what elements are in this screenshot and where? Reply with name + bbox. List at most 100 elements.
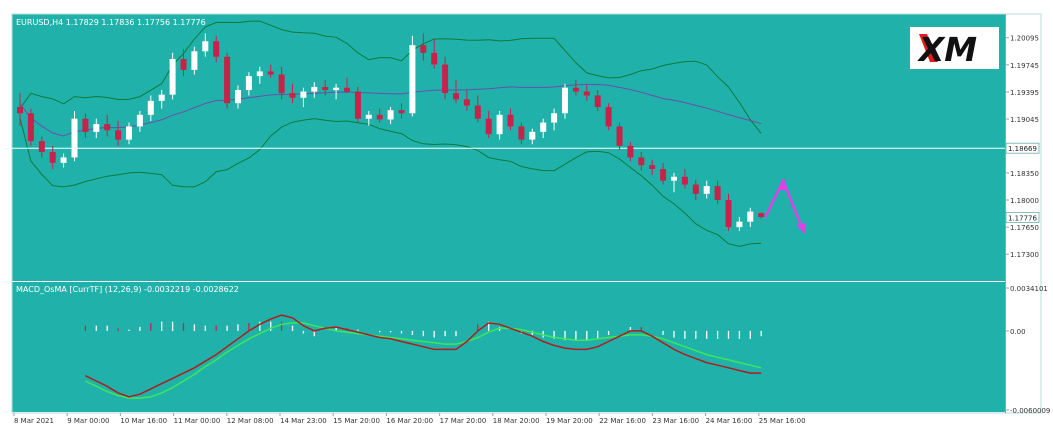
candle bbox=[365, 110, 372, 126]
candle bbox=[256, 66, 263, 84]
price-pane[interactable] bbox=[12, 14, 1005, 281]
candle-body bbox=[758, 213, 765, 218]
candle-body bbox=[736, 221, 743, 228]
forecast-arrow bbox=[764, 177, 806, 234]
price-highlight-label: 1.18669 bbox=[1008, 145, 1037, 153]
indicator-axis-labels: 0.0034101 0.00 -0.0060009 bbox=[1005, 285, 1050, 415]
candle bbox=[736, 217, 743, 231]
indicator-tick-label: 0.00 bbox=[1010, 328, 1026, 336]
candle-body bbox=[300, 91, 307, 98]
candle bbox=[562, 83, 568, 119]
candle bbox=[627, 141, 634, 162]
candle bbox=[572, 79, 579, 96]
candle bbox=[529, 128, 536, 145]
candle-body bbox=[671, 176, 677, 181]
time-tick-label: 8 Mar 2021 bbox=[14, 417, 54, 425]
candle bbox=[692, 179, 699, 201]
macd-line bbox=[85, 314, 762, 398]
candle bbox=[136, 110, 143, 132]
candle-body bbox=[115, 130, 122, 140]
candle bbox=[551, 108, 558, 131]
candle-body bbox=[725, 200, 732, 228]
candle-body bbox=[583, 91, 590, 96]
candle-body bbox=[507, 114, 514, 127]
candles[interactable] bbox=[17, 33, 765, 231]
candle-body bbox=[235, 90, 241, 104]
candle-body bbox=[60, 157, 67, 163]
candle bbox=[344, 77, 350, 94]
candle-body bbox=[463, 99, 470, 106]
candle bbox=[474, 95, 481, 123]
candle bbox=[354, 86, 361, 123]
price-axis-labels: 1.20095 1.19745 1.19395 1.19045 1.18350 1.180… bbox=[1005, 35, 1040, 259]
candle bbox=[376, 108, 383, 123]
candle-body bbox=[245, 76, 252, 91]
price-tick-label: 1.19045 bbox=[1010, 116, 1039, 124]
candle-body bbox=[147, 100, 154, 115]
candle bbox=[147, 95, 154, 122]
candle-body bbox=[518, 126, 525, 140]
candle-body bbox=[27, 113, 34, 142]
candle-body bbox=[442, 64, 449, 94]
logo-red-stroke bbox=[919, 34, 938, 62]
candle bbox=[38, 136, 45, 158]
price-tick-label: 1.19745 bbox=[1010, 62, 1039, 70]
candle bbox=[180, 48, 187, 77]
candle bbox=[267, 64, 274, 78]
time-tick-label: 10 Mar 16:00 bbox=[120, 417, 167, 425]
candle bbox=[333, 83, 340, 100]
candle-body bbox=[71, 118, 78, 158]
candle bbox=[463, 90, 470, 111]
candle bbox=[278, 66, 285, 100]
price-highlight-box bbox=[1005, 211, 1040, 223]
candle bbox=[594, 90, 601, 111]
candle bbox=[300, 87, 307, 108]
time-tick-label: 19 Mar 20:00 bbox=[546, 417, 593, 425]
candle-body bbox=[692, 184, 699, 194]
candle bbox=[431, 38, 438, 69]
price-tick-label: 1.19395 bbox=[1010, 89, 1039, 97]
candle bbox=[671, 172, 677, 193]
candle bbox=[82, 113, 89, 139]
candle bbox=[453, 79, 459, 104]
candle-body bbox=[627, 145, 634, 158]
candle bbox=[703, 180, 710, 199]
candle bbox=[409, 35, 416, 117]
candle bbox=[681, 169, 688, 189]
candle bbox=[420, 33, 427, 61]
candle bbox=[17, 93, 23, 127]
candle bbox=[714, 180, 721, 204]
candle bbox=[311, 82, 318, 98]
candle-body bbox=[551, 113, 558, 123]
candle-body bbox=[278, 74, 285, 94]
candle-body bbox=[354, 91, 361, 119]
time-axis-labels: 8 Mar 2021 9 Mar 00:00 10 Mar 16:00 11 Mar … bbox=[13, 413, 806, 425]
price-tick-label: 1.17300 bbox=[1010, 251, 1039, 259]
candle-body bbox=[38, 141, 45, 152]
price-tick-label: 1.17650 bbox=[1010, 224, 1039, 232]
candle-body bbox=[616, 126, 623, 146]
time-tick-label: 16 Mar 20:00 bbox=[386, 417, 433, 425]
chart-frame bbox=[11, 13, 1042, 414]
candle bbox=[235, 85, 241, 109]
candle bbox=[202, 33, 209, 57]
candle-body bbox=[496, 114, 503, 135]
price-highlight-label: 1.17776 bbox=[1008, 214, 1037, 222]
bollinger-lower-line bbox=[19, 117, 762, 247]
candle bbox=[605, 103, 612, 131]
time-tick-label: 15 Mar 20:00 bbox=[333, 417, 380, 425]
candle-body bbox=[605, 107, 612, 127]
candle-body bbox=[529, 131, 536, 140]
candle-body bbox=[485, 118, 492, 135]
candle bbox=[540, 118, 547, 139]
candle bbox=[660, 162, 667, 185]
candle bbox=[485, 110, 492, 139]
indicator-pane[interactable] bbox=[12, 282, 1005, 412]
price-tick-label: 1.18000 bbox=[1010, 197, 1039, 205]
candle-body bbox=[747, 211, 754, 222]
candle-body bbox=[376, 114, 383, 120]
time-tick-label: 12 Mar 08:00 bbox=[227, 417, 274, 425]
candle-body bbox=[169, 59, 176, 95]
